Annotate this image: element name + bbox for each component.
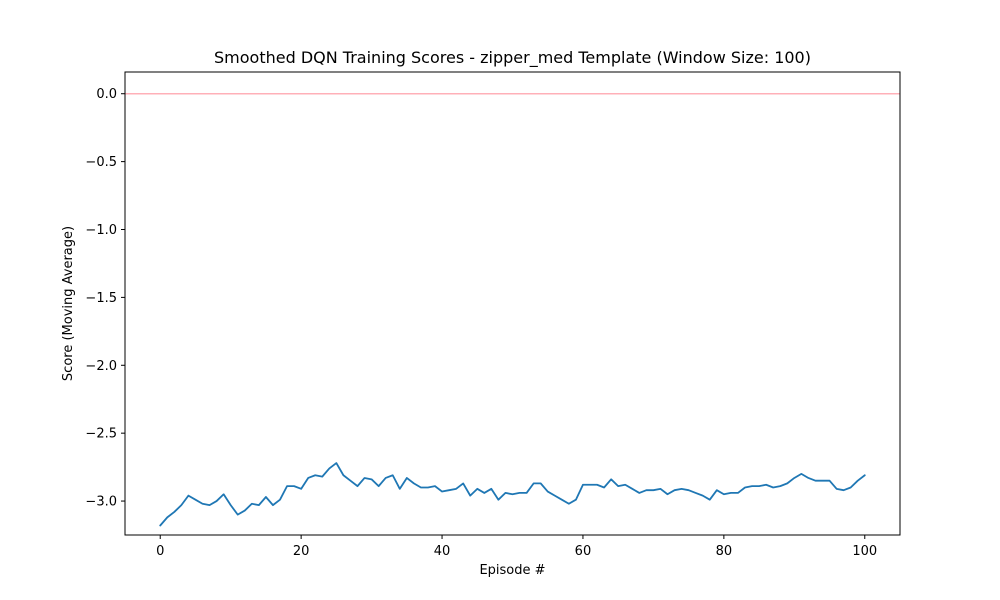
x-tick-label: 80	[716, 544, 733, 559]
y-tick-label: 0.0	[96, 87, 117, 102]
x-tick-label: 20	[293, 544, 310, 559]
x-axis: 0 20 40 60 80 100	[156, 535, 877, 559]
series-line-0	[159, 462, 866, 527]
x-tick-label: 40	[434, 544, 451, 559]
y-tick-label: −2.5	[85, 427, 117, 442]
y-tick-label: −1.5	[85, 291, 117, 306]
plot-area-frame	[124, 71, 901, 536]
y-tick-label: −0.5	[85, 155, 117, 170]
x-tick-label: 60	[575, 544, 592, 559]
chart-title: Smoothed DQN Training Scores - zipper_me…	[214, 48, 811, 68]
plot-content	[125, 92, 900, 527]
x-axis-label: Episode #	[479, 563, 545, 578]
y-axis-label: Score (Moving Average)	[61, 226, 76, 381]
x-tick-label: 0	[156, 544, 164, 559]
y-tick-label: −1.0	[85, 223, 117, 238]
y-tick-label: −3.0	[85, 495, 117, 510]
y-axis: 0.0 −0.5 −1.0 −1.5 −2.0 −2.5 −3.0	[85, 87, 125, 510]
x-tick-label: 100	[852, 544, 877, 559]
y-tick-label: −2.0	[85, 359, 117, 374]
